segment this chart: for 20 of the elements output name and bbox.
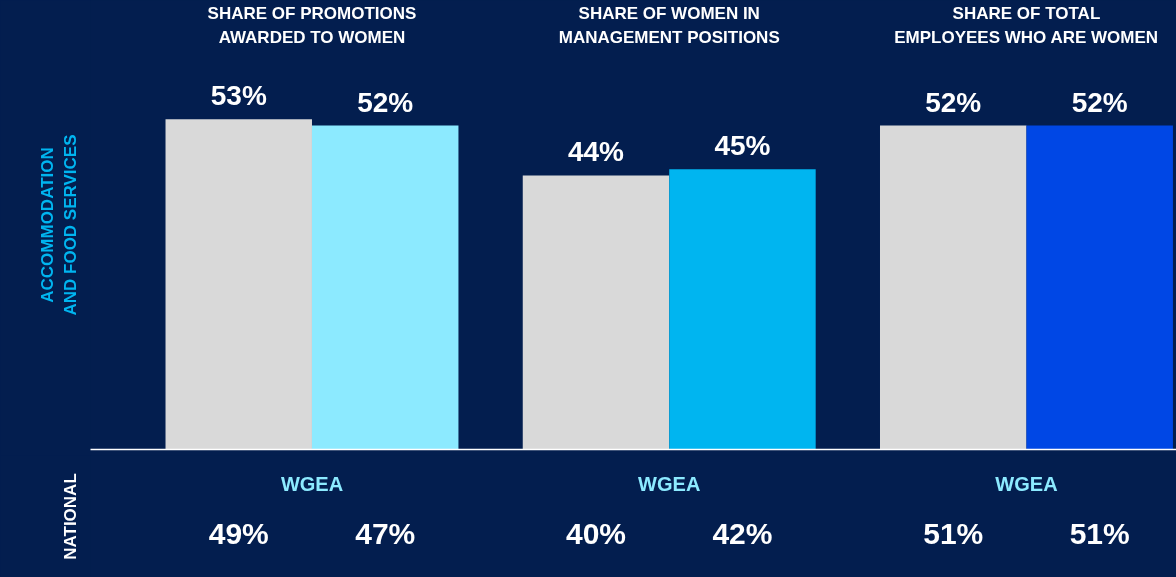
x-tick-label: SHARE OF PROMOTIONS AWARDED TO WOMEN xyxy=(207,3,417,48)
text: 49% xyxy=(208,516,269,550)
data-label: 52% xyxy=(357,86,414,118)
text: WGEA xyxy=(995,472,1058,495)
data-label: 52% xyxy=(925,86,982,118)
data-label: 53% xyxy=(210,80,267,112)
x-tick-label: SHARE OF TOTAL EMPLOYEES WHO ARE WOMEN xyxy=(894,3,1159,48)
text: 40% xyxy=(565,516,627,550)
y-axis-title: ACCOMMODATION AND FOOD SERVICES xyxy=(37,134,80,316)
text: 42% xyxy=(712,516,773,550)
x-tick-label: SHARE OF WOMEN IN MANAGEMENT POSITIONS xyxy=(558,3,780,48)
text: 47% xyxy=(355,516,416,550)
text: WGEA xyxy=(638,472,701,495)
text: NATIONAL xyxy=(60,473,80,560)
text: 51% xyxy=(1069,516,1130,550)
text: 51% xyxy=(923,516,984,550)
data-label: 45% xyxy=(714,130,771,162)
data-label: 52% xyxy=(1071,86,1128,118)
data-label: 44% xyxy=(567,136,625,168)
text: WGEA xyxy=(280,472,344,495)
